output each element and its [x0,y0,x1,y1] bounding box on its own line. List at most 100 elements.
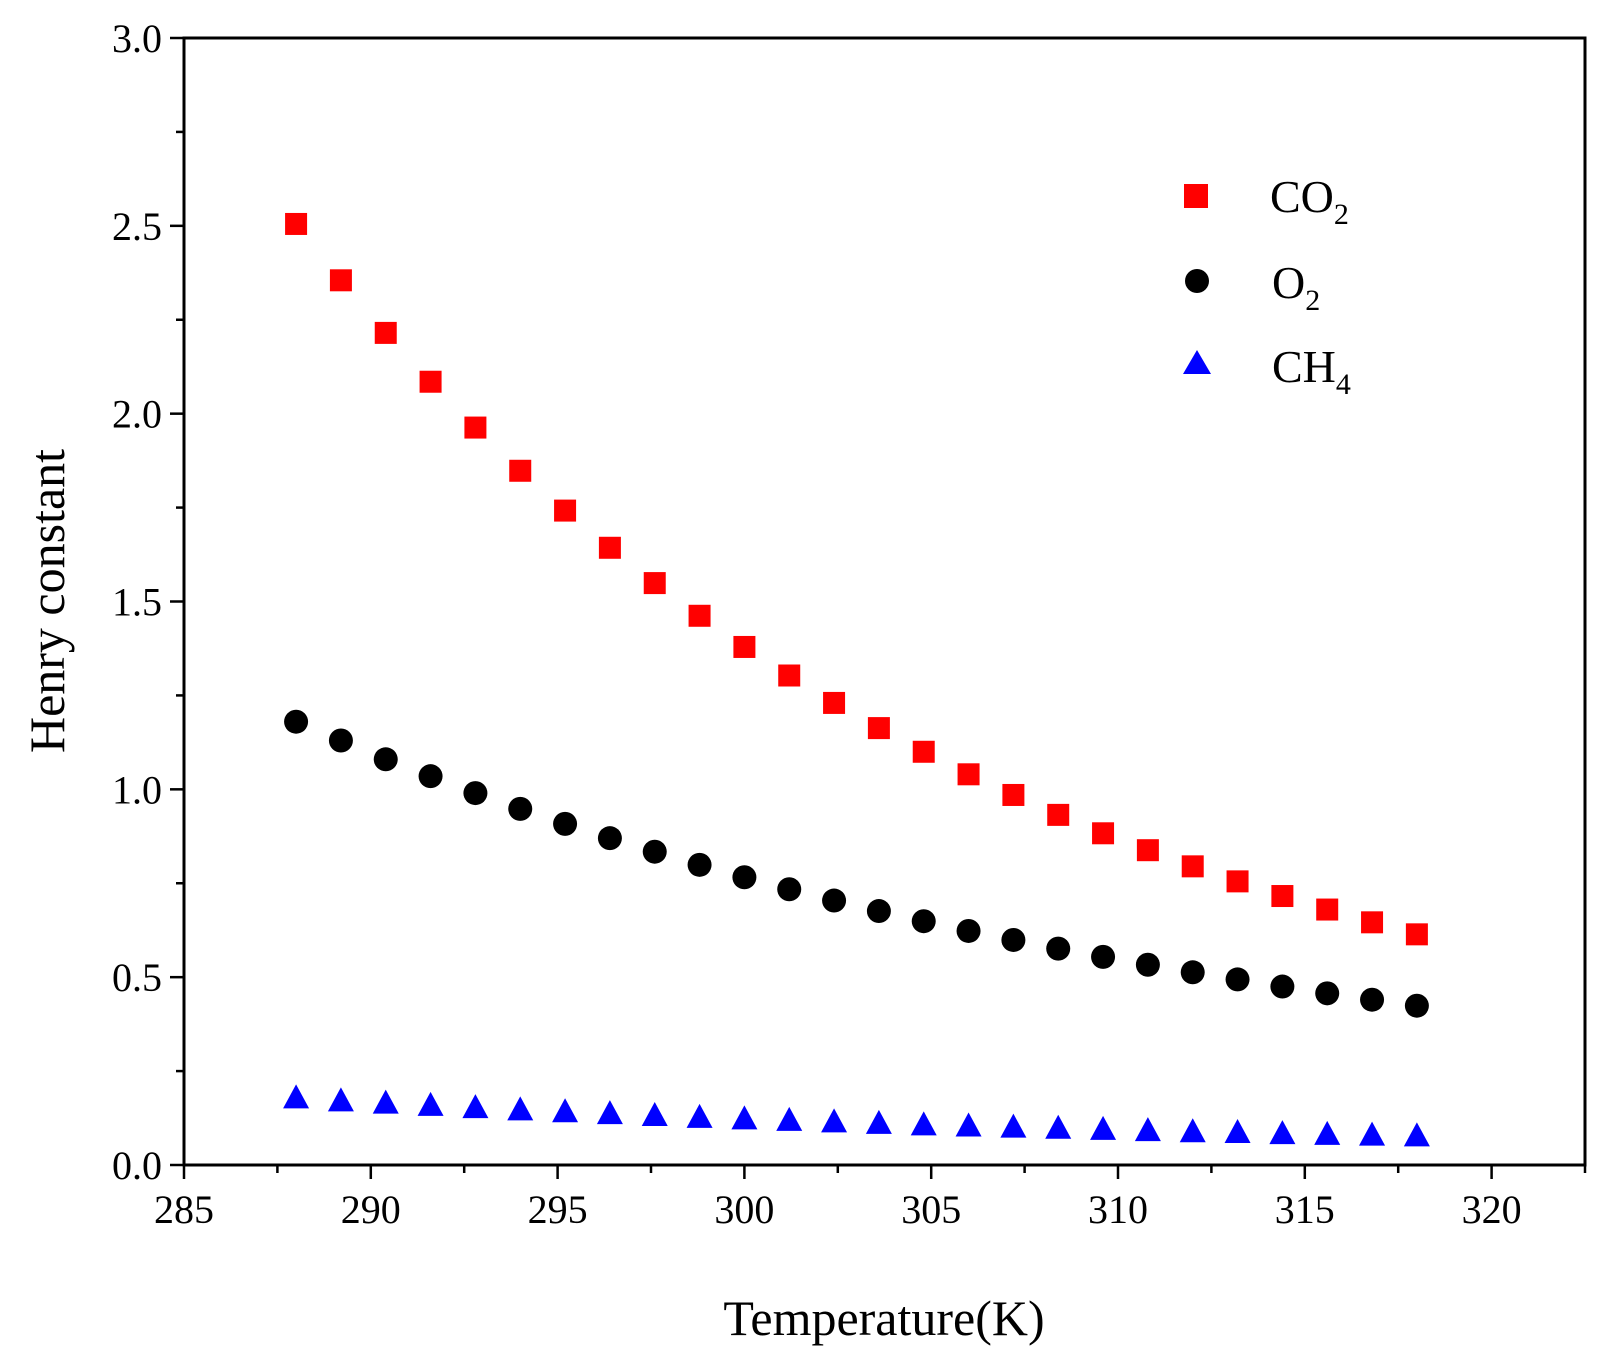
point-co2 [778,664,801,687]
legend-label-ch4: CH4 [1272,341,1351,401]
point-ch4 [507,1096,534,1121]
point-co2 [554,499,577,522]
point-ch4 [327,1087,354,1112]
point-ch4 [865,1109,892,1134]
y-tick-label: 2.0 [112,392,162,437]
point-o2 [553,811,578,836]
point-ch4 [1179,1118,1206,1143]
data-points [283,212,1430,1147]
point-co2 [1092,822,1115,845]
point-co2 [1316,898,1339,921]
point-o2 [597,826,622,851]
x-tick-label: 290 [341,1187,401,1232]
point-ch4 [1000,1113,1027,1138]
point-co2 [867,717,890,740]
point-o2 [1001,927,1026,952]
point-co2 [509,459,532,482]
point-o2 [777,877,802,902]
legend-label-co2: CO2 [1270,171,1349,231]
point-o2 [1404,993,1429,1018]
point-co2 [329,269,352,292]
point-co2 [1136,839,1159,862]
point-co2 [1002,783,1025,806]
point-o2 [1225,967,1250,992]
x-tick-label: 305 [901,1187,961,1232]
point-ch4 [417,1091,444,1116]
point-o2 [956,918,981,943]
point-ch4 [462,1094,489,1119]
point-o2 [463,781,488,806]
legend-label-o2: O2 [1272,257,1320,317]
point-co2 [374,321,397,344]
point-o2 [732,865,757,890]
legend-item-ch4: CH4 [1183,341,1351,401]
point-ch4 [910,1111,937,1136]
x-tick-label: 295 [528,1187,588,1232]
x-tick-label: 320 [1462,1187,1522,1232]
axis-tick-labels: 285 290 295 300 305 310 315 320 0.0 0.5 1.0 1.5 2.0 2… [112,16,1522,1232]
x-tick-label: 285 [154,1187,214,1232]
legend-item-o2: O2 [1185,257,1320,317]
point-ch4 [283,1084,310,1109]
point-ch4 [596,1100,623,1125]
point-ch4 [776,1106,803,1131]
point-o2 [866,899,891,924]
point-co2 [1047,803,1070,826]
x-tick-label: 315 [1275,1187,1335,1232]
point-o2 [1360,987,1385,1012]
point-co2 [643,572,666,595]
point-o2 [822,888,847,913]
point-ch4 [821,1108,848,1133]
point-co2 [285,212,308,235]
point-ch4 [1045,1114,1072,1139]
series-co2 [285,212,1428,946]
point-co2 [1271,885,1294,908]
legend-marker-ch4 [1183,350,1211,374]
x-tick-label: 300 [714,1187,774,1232]
point-ch4 [1314,1120,1341,1145]
point-ch4 [1269,1120,1296,1145]
series-o2 [284,709,1429,1018]
point-o2 [1091,944,1116,969]
point-o2 [418,764,443,789]
point-co2 [419,370,442,393]
legend-marker-co2 [1184,184,1208,208]
y-tick-label: 1.0 [112,767,162,812]
point-ch4 [1403,1122,1430,1147]
point-co2 [1361,911,1384,934]
point-o2 [1046,936,1071,961]
point-ch4 [372,1089,399,1114]
y-tick-label: 0.5 [112,955,162,1000]
point-o2 [328,728,353,753]
y-axis-title: Henry constant [19,449,75,753]
point-co2 [598,536,621,559]
point-ch4 [686,1103,713,1128]
series-ch4 [283,1084,1430,1147]
y-tick-label: 2.5 [112,204,162,249]
point-co2 [1181,855,1204,878]
point-co2 [464,416,487,439]
legend-marker-o2 [1185,269,1209,293]
point-o2 [1180,960,1205,985]
legend-item-co2: CO2 [1184,171,1349,231]
y-tick-label: 3.0 [112,16,162,61]
point-co2 [823,691,846,714]
point-ch4 [641,1102,668,1127]
point-co2 [1226,870,1249,893]
point-o2 [1270,974,1295,999]
point-ch4 [1359,1121,1386,1146]
point-ch4 [1134,1117,1161,1142]
point-ch4 [1224,1118,1251,1143]
point-o2 [1135,952,1160,977]
y-tick-label: 0.0 [112,1143,162,1188]
point-ch4 [955,1112,982,1137]
x-axis-title: Temperature(K) [723,1290,1044,1346]
y-tick-label: 1.5 [112,580,162,625]
x-tick-label: 310 [1088,1187,1148,1232]
point-o2 [687,852,712,877]
point-co2 [1405,923,1428,946]
point-o2 [911,909,936,934]
point-o2 [373,747,398,772]
point-ch4 [552,1098,579,1123]
